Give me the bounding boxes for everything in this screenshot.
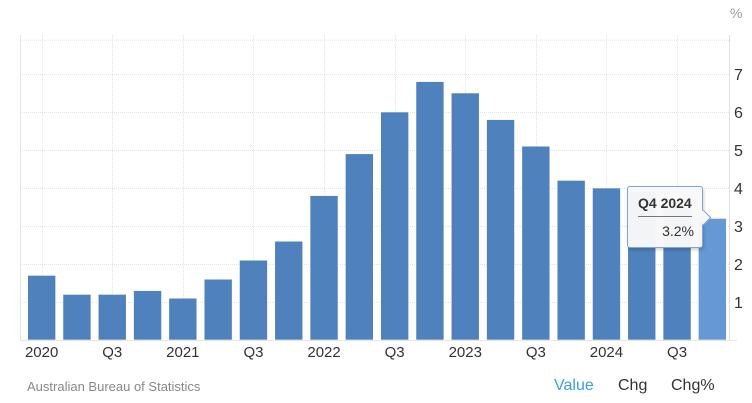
x-tick-label: 2022 xyxy=(307,344,340,361)
bar-2021-q3[interactable] xyxy=(239,259,268,341)
bar-2022-q3[interactable] xyxy=(380,111,409,341)
bar-2023-q3[interactable] xyxy=(521,145,551,341)
x-tick-label: 2021 xyxy=(166,344,199,361)
bar-2020-q1[interactable] xyxy=(27,275,56,341)
y-tick-label: 5 xyxy=(734,143,743,160)
bar-2024-q1[interactable] xyxy=(592,187,621,341)
unit-label: % xyxy=(730,5,743,21)
bars xyxy=(27,81,727,341)
tooltip-divider xyxy=(638,216,692,217)
bar-2021-q2[interactable] xyxy=(203,278,233,341)
y-tick-label: 6 xyxy=(734,105,743,122)
tooltip-title: Q4 2024 xyxy=(638,195,692,211)
x-tick-label: 2024 xyxy=(590,344,623,361)
bar-2022-q1[interactable] xyxy=(309,195,339,341)
bar-2021-q4[interactable] xyxy=(274,240,304,341)
bar-2021-q1[interactable] xyxy=(168,297,198,341)
x-tick-label: Q3 xyxy=(526,344,546,361)
tab-value[interactable]: Value xyxy=(554,377,594,394)
bar-2020-q4[interactable] xyxy=(133,290,162,341)
view-tabs: Value Chg Chg% xyxy=(0,377,752,399)
bar-2022-q4[interactable] xyxy=(415,81,445,341)
x-tick-label: Q3 xyxy=(667,344,687,361)
y-tick-label: 2 xyxy=(734,257,743,274)
y-axis: 1 2 3 4 5 6 7 xyxy=(734,67,743,312)
bar-2023-q1[interactable] xyxy=(450,92,480,341)
y-tick-label: 7 xyxy=(734,67,743,84)
bar-2022-q2[interactable] xyxy=(345,153,374,341)
x-tick-label: 2023 xyxy=(449,344,482,361)
tooltip-value: 3.2% xyxy=(662,223,694,239)
tab-chg-percent[interactable]: Chg% xyxy=(671,377,715,394)
bar-2024-q4[interactable] xyxy=(698,218,727,341)
tooltip: Q4 2024 3.2% xyxy=(627,186,712,248)
tab-chg[interactable]: Chg xyxy=(618,377,648,394)
x-axis: 2020 Q3 2021 Q3 2022 Q3 2023 Q3 2024 Q3 xyxy=(20,340,737,361)
bar-2023-q4[interactable] xyxy=(556,180,586,341)
x-tick-label: Q3 xyxy=(102,344,122,361)
bar-2020-q3[interactable] xyxy=(97,294,127,341)
bar-2023-q2[interactable] xyxy=(486,119,515,341)
y-tick-label: 1 xyxy=(734,295,743,312)
x-tick-label: Q3 xyxy=(385,344,405,361)
x-tick-label: Q3 xyxy=(243,344,263,361)
y-tick-label: 4 xyxy=(734,181,743,198)
source-label: Australian Bureau of Statistics xyxy=(27,379,201,394)
bar-2020-q2[interactable] xyxy=(62,294,92,341)
x-tick-label: 2020 xyxy=(25,344,58,361)
y-tick-label: 3 xyxy=(734,219,743,236)
